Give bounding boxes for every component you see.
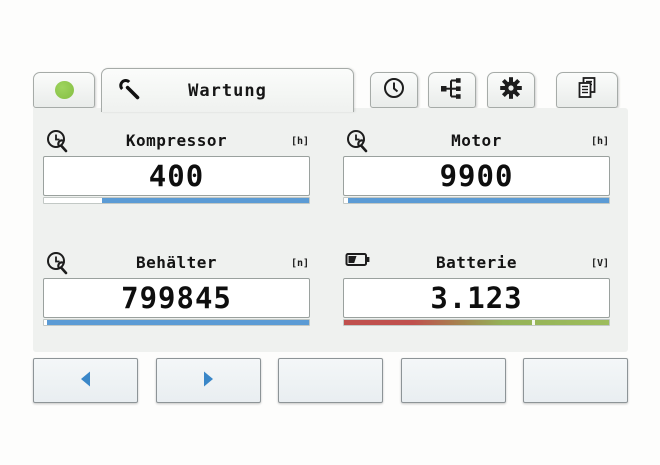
panel-unit: [n] [290,258,309,269]
tab-history[interactable] [370,72,418,108]
copy-icon [574,75,600,105]
value-text: 3.123 [430,281,523,315]
panel-label: Batterie [435,253,518,272]
clock-icon [381,75,407,105]
button-bar [33,358,628,403]
panel-motor: Motor [h] 9900 [343,128,610,204]
blank-button-3[interactable] [523,358,628,403]
value-field[interactable]: 799845 [43,278,310,318]
panel-behaelter: Behälter [n] 799845 [43,250,310,326]
active-tab-label: Wartung [188,80,267,101]
prev-button[interactable] [33,358,138,403]
tab-bar: Wartung [33,68,628,112]
panel-label: Motor [451,131,502,150]
hmi-screen: Wartung [33,68,628,403]
value-field[interactable]: 3.123 [343,278,610,318]
tab-network[interactable] [428,72,476,108]
battery-icon [345,250,371,274]
arrow-right-icon [200,370,216,392]
service-clock-icon [45,250,71,281]
battery-gradient-bar [343,319,610,326]
blank-button-1[interactable] [278,358,383,403]
panel-unit: [h] [590,136,609,147]
battery-level-marker [532,320,536,325]
network-icon [439,75,465,105]
panel-label: Behälter [135,253,218,272]
service-clock-icon [345,128,371,159]
value-text: 400 [148,159,205,193]
value-text: 799845 [121,281,232,315]
service-clock-icon [45,128,71,159]
panel-label: Kompressor [125,131,228,150]
progress-bar [43,197,310,204]
progress-bar [43,319,310,326]
wrench-icon [118,78,142,106]
value-field[interactable]: 9900 [343,156,610,196]
blank-button-2[interactable] [400,358,506,403]
value-text: 9900 [439,159,514,193]
maintenance-content: Kompressor [h] 400 [33,108,628,352]
panel-kompressor: Kompressor [h] 400 [43,128,310,204]
progress-bar [343,197,610,204]
status-dot-icon [54,81,74,99]
panel-unit: [V] [590,258,609,269]
tab-settings[interactable] [487,72,535,108]
tab-status[interactable] [33,72,95,108]
tab-reports[interactable] [556,72,618,108]
panel-unit: [h] [290,136,309,147]
value-field[interactable]: 400 [43,156,310,196]
gear-icon [498,75,524,105]
next-button[interactable] [155,358,261,403]
tab-wartung[interactable]: Wartung [101,68,354,112]
arrow-left-icon [78,370,94,392]
panel-batterie: Batterie [V] 3.123 [343,250,610,326]
